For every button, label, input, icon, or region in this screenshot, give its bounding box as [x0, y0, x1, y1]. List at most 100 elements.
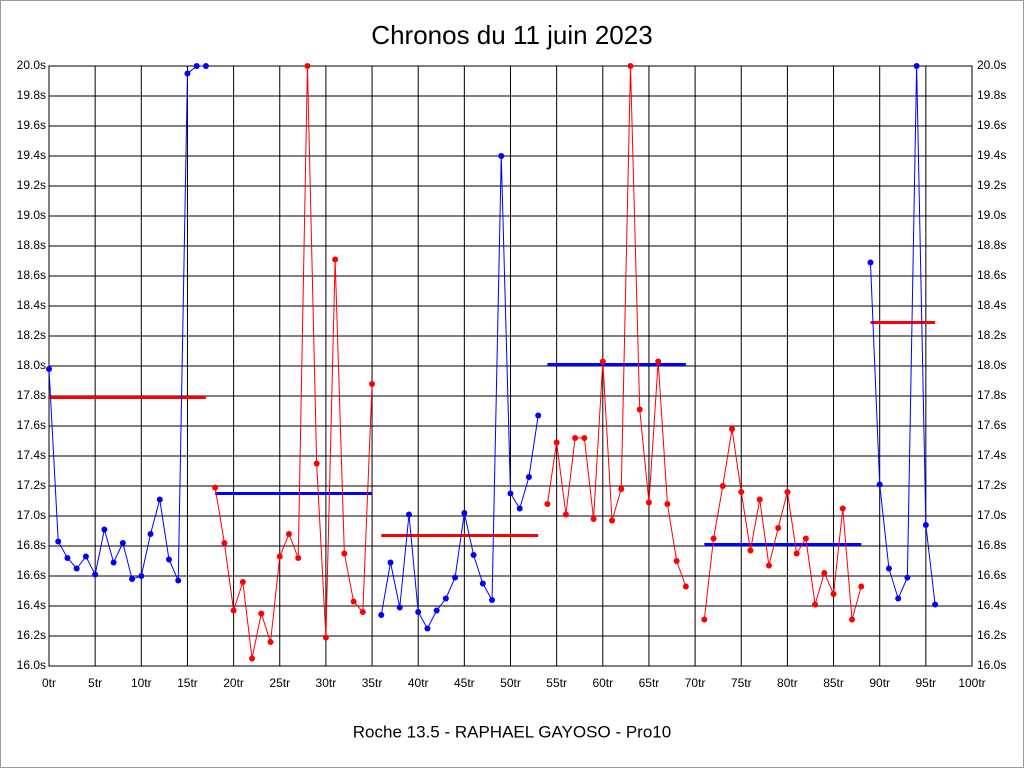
y-tick-label: 16.4s — [17, 598, 46, 612]
x-tick-label: 70tr — [685, 676, 706, 690]
point — [230, 607, 237, 614]
y2-tick-label: 18.0s — [977, 358, 1006, 372]
point — [507, 490, 514, 497]
point — [73, 565, 80, 572]
point — [544, 501, 551, 507]
x-tick-label: 15tr — [177, 676, 198, 690]
point — [498, 153, 505, 159]
point — [415, 609, 422, 615]
chart-title: Chronos du 11 juin 2023 — [371, 20, 652, 50]
x-tick-label: 100tr — [958, 676, 985, 690]
point — [202, 63, 209, 69]
x-tick-label: 95tr — [916, 676, 937, 690]
point — [239, 579, 246, 585]
point — [858, 583, 865, 590]
point — [553, 439, 560, 446]
y-tick-label: 19.4s — [17, 148, 46, 162]
y2-tick-label: 19.4s — [977, 148, 1006, 162]
y2-tick-label: 17.2s — [977, 478, 1006, 492]
point — [304, 63, 311, 69]
point — [165, 556, 172, 563]
x-tick-label: 45tr — [454, 676, 475, 690]
point — [922, 522, 929, 528]
point — [821, 570, 828, 576]
point — [793, 550, 800, 557]
point — [812, 601, 819, 608]
point — [276, 553, 283, 560]
y2-tick-label: 18.6s — [977, 268, 1006, 282]
y2-tick-label: 17.4s — [977, 448, 1006, 462]
point — [756, 496, 763, 503]
point — [701, 616, 708, 623]
point — [175, 577, 182, 584]
y2-tick-label: 19.6s — [977, 118, 1006, 132]
y-tick-label: 18.2s — [17, 328, 46, 342]
y-tick-label: 16.6s — [17, 568, 46, 582]
point — [895, 595, 902, 602]
point — [747, 547, 754, 554]
point — [784, 489, 791, 495]
x-tick-label: 65tr — [639, 676, 660, 690]
y2-tick-label: 19.8s — [977, 88, 1006, 102]
y-tick-label: 18.0s — [17, 358, 46, 372]
y2-tick-label: 18.2s — [977, 328, 1006, 342]
point — [55, 538, 62, 545]
point — [64, 555, 71, 561]
y-tick-label: 18.8s — [17, 238, 46, 252]
y-tick-label: 18.4s — [17, 298, 46, 312]
point — [258, 610, 265, 617]
point — [636, 406, 643, 413]
point — [396, 604, 403, 611]
point — [645, 499, 652, 506]
x-tick-label: 20tr — [223, 676, 244, 690]
y-tick-label: 17.2s — [17, 478, 46, 492]
point — [609, 517, 616, 524]
point — [184, 70, 191, 77]
x-tick-label: 85tr — [823, 676, 844, 690]
x-tick-label: 25tr — [269, 676, 290, 690]
point — [341, 550, 348, 557]
point — [470, 552, 477, 558]
point — [525, 474, 532, 480]
point — [322, 634, 329, 641]
point — [461, 510, 468, 516]
point — [876, 481, 883, 488]
point — [101, 526, 108, 533]
point — [682, 583, 689, 590]
point — [516, 505, 523, 512]
y-tick-label: 20.0s — [17, 58, 46, 72]
x-tick-label: 5tr — [88, 676, 102, 690]
y-tick-label: 17.0s — [17, 508, 46, 522]
point — [489, 597, 496, 603]
point — [710, 535, 717, 542]
series-line — [703, 428, 862, 620]
y2-tick-label: 16.4s — [977, 598, 1006, 612]
point — [119, 540, 126, 546]
point — [719, 483, 726, 489]
point — [46, 366, 52, 372]
y-tick-label: 17.6s — [17, 418, 46, 432]
y2-tick-label: 17.6s — [977, 418, 1006, 432]
x-tick-label: 75tr — [731, 676, 752, 690]
point — [285, 531, 292, 537]
point — [295, 555, 302, 561]
y2-tick-label: 20.0s — [977, 58, 1006, 72]
x-tick-label: 90tr — [869, 676, 890, 690]
point — [618, 486, 625, 492]
point — [775, 525, 782, 531]
point — [738, 489, 745, 495]
point — [92, 571, 99, 578]
point — [129, 576, 136, 582]
point — [802, 535, 809, 542]
point — [369, 381, 376, 387]
y2-tick-label: 18.4s — [977, 298, 1006, 312]
point — [82, 553, 89, 560]
x-tick-label: 50tr — [500, 676, 521, 690]
point — [867, 259, 874, 266]
y2-tick-label: 19.0s — [977, 208, 1006, 222]
point — [664, 501, 671, 507]
x-tick-label: 30tr — [316, 676, 337, 690]
point — [433, 607, 440, 614]
point — [562, 511, 569, 518]
